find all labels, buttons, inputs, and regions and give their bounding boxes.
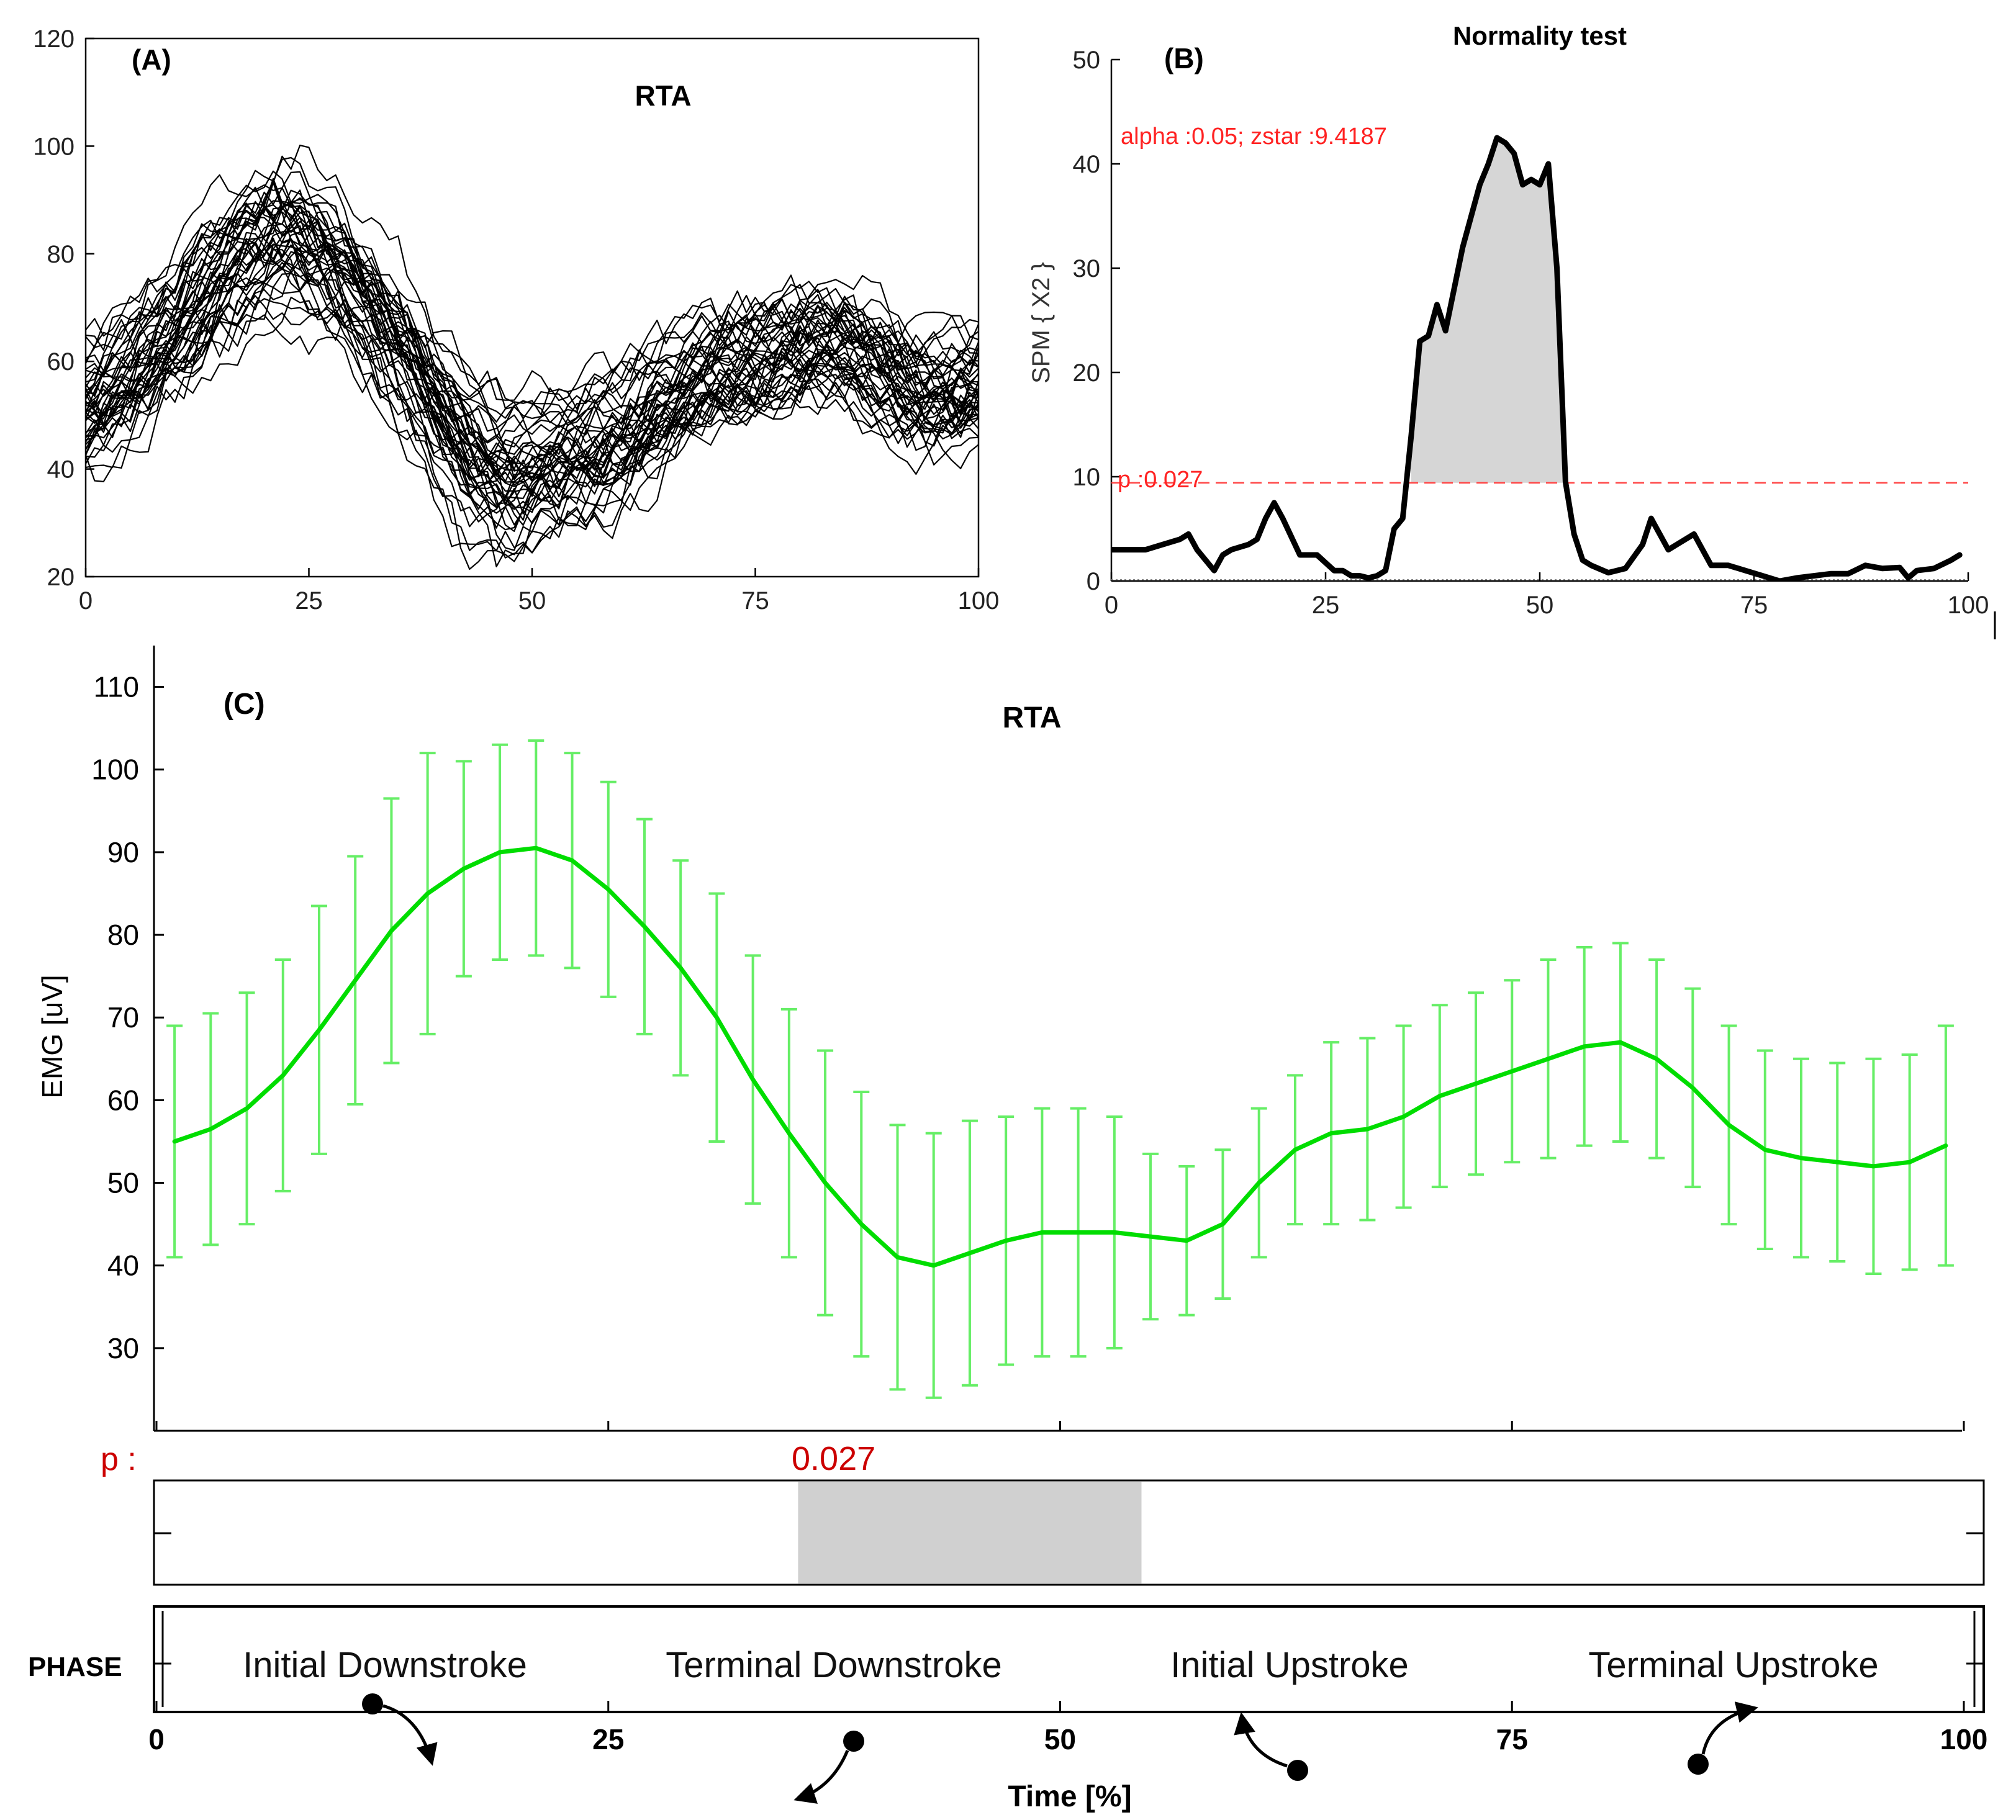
panel-b: 0 25 50 75 100 0 10 20 30 40 50 (B) Normality test… — [1028, 21, 1996, 639]
panel-b-axes: 0 25 50 75 100 0 10 20 30 40 50 — [1073, 47, 1989, 619]
panel-c-y-tick-label: 110 — [94, 671, 139, 703]
panel-a-y-tick-label: 60 — [47, 348, 75, 376]
panel-b-traces — [1111, 135, 1968, 581]
panel-a-title: RTA — [635, 79, 691, 112]
panel-b-x-tick-label: 0 — [1105, 592, 1118, 619]
panel-a-trace — [86, 298, 979, 472]
panel-a-x-tick-label: 25 — [295, 587, 323, 615]
panel-a-trace — [86, 209, 979, 420]
panel-a-trace — [86, 181, 979, 435]
panel-b-x-tick-label: 75 — [1740, 592, 1768, 619]
panel-a-x-tick-label: 100 — [958, 587, 1000, 615]
phase-bar-label: PHASE — [28, 1652, 122, 1682]
panel-a-x-tick-label: 75 — [741, 587, 769, 615]
phase-bar: PHASE Initial Downstroke Terminal Downst… — [28, 1605, 1985, 1804]
panel-c-title: RTA — [1002, 701, 1061, 734]
panel-c-axes: 30 40 50 60 70 80 90 100 110 — [91, 646, 1965, 1432]
panel-a-trace — [86, 170, 979, 526]
panel-c-y-tick-label: 100 — [91, 754, 139, 786]
panel-b-x-tick-label: 100 — [1948, 592, 1989, 619]
time-axis-tick-label: 50 — [1044, 1723, 1076, 1755]
panel-a-trace — [86, 244, 979, 419]
panel-c-y-tick-label: 90 — [107, 836, 139, 868]
panel-c-label: (C) — [224, 688, 265, 721]
panel-c-errorbars — [166, 739, 1954, 1399]
time-axis-label: Time [%] — [1008, 1780, 1131, 1813]
phase-terminal-downstroke: Terminal Downstroke — [666, 1645, 1002, 1685]
pedal-arrow-icon — [1234, 1712, 1308, 1781]
panel-a-trace — [86, 273, 979, 467]
panel-a-y-tick-label: 120 — [33, 25, 75, 53]
pedal-arrow-icon — [362, 1693, 438, 1766]
panel-b-y-tick-label: 50 — [1073, 47, 1101, 74]
phase-terminal-upstroke: Terminal Upstroke — [1588, 1645, 1878, 1685]
panel-a-trace — [86, 197, 979, 508]
panel-b-x-tick-label: 50 — [1526, 592, 1554, 619]
panel-a-trace — [86, 186, 979, 554]
panel-b-y-tick-label: 30 — [1073, 255, 1101, 282]
panel-a: 0 25 50 75 100 20 40 60 80 100 120 (A) RTA — [33, 25, 999, 615]
pedal-arrow-icon — [793, 1731, 864, 1804]
panel-b-ylabel: SPM { X2 } — [1028, 262, 1055, 384]
panel-b-threshold-label: p :0.027 — [1118, 467, 1203, 493]
panel-b-y-tick-label: 20 — [1073, 359, 1101, 387]
panel-b-supra-threshold-region — [1411, 138, 1575, 483]
phase-bar-frame — [153, 1605, 1985, 1713]
panel-a-trace — [86, 171, 979, 448]
panel-a-axes: 0 25 50 75 100 20 40 60 80 100 120 — [33, 25, 999, 615]
panel-a-trace — [86, 169, 979, 570]
panel-b-title: Normality test — [1453, 21, 1627, 50]
time-axis-tick-label: 25 — [592, 1723, 624, 1755]
panel-c-y-tick-label: 80 — [107, 919, 139, 951]
panel-c-mean-line — [172, 845, 1948, 1268]
panel-a-trace — [86, 200, 979, 513]
panel-c-mean — [172, 845, 1948, 1268]
panel-a-x-tick-label: 50 — [518, 587, 546, 615]
panel-c-ylabel: EMG [uV] — [36, 975, 68, 1098]
panel-b-y-tick-label: 0 — [1087, 568, 1100, 595]
panel-b-label: (B) — [1164, 42, 1204, 74]
panel-c-y-tick-label: 40 — [107, 1250, 139, 1282]
pedal-arrow-icon — [1688, 1701, 1758, 1775]
time-axis-tick-label: 0 — [148, 1723, 165, 1755]
panel-b-x-tick-label: 25 — [1312, 592, 1340, 619]
panel-b-spm-curve — [1111, 135, 1963, 581]
panel-a-trace — [86, 219, 979, 559]
panel-c-y-tick-label: 30 — [107, 1332, 139, 1364]
phase-initial-downstroke: Initial Downstroke — [243, 1645, 527, 1685]
panel-a-y-tick-label: 20 — [47, 564, 75, 591]
panel-a-trace — [86, 200, 979, 515]
panel-c: 30 40 50 60 70 80 90 100 110 (C) RTA EMG [uV] — [36, 646, 1965, 1432]
panel-b-y-tick-label: 10 — [1073, 464, 1101, 491]
p-bar-significant-region — [798, 1482, 1142, 1583]
panel-a-label: (A) — [132, 43, 171, 76]
p-bar-value: 0.027 — [792, 1440, 875, 1477]
phase-initial-upstroke: Initial Upstroke — [1170, 1645, 1409, 1685]
panel-a-x-tick-label: 0 — [79, 587, 93, 615]
panel-a-y-tick-label: 100 — [33, 133, 75, 160]
panel-c-y-tick-label: 70 — [107, 1001, 139, 1034]
panel-c-y-tick-label: 60 — [107, 1084, 139, 1116]
panel-a-trace — [86, 296, 979, 487]
panel-b-y-tick-label: 40 — [1073, 151, 1101, 178]
time-axis-tick-label: 75 — [1496, 1723, 1528, 1755]
panel-a-traces — [86, 145, 979, 570]
panel-a-trace — [86, 248, 979, 470]
panel-a-y-tick-label: 40 — [47, 456, 75, 484]
panel-a-y-tick-label: 80 — [47, 241, 75, 268]
p-bar: p : 0.027 — [101, 1440, 1985, 1586]
panel-c-y-tick-label: 50 — [107, 1167, 139, 1199]
time-axis: 0 25 50 75 100 — [148, 1701, 1987, 1755]
time-axis-tick-label: 100 — [1940, 1723, 1988, 1755]
p-bar-label: p : — [101, 1441, 137, 1477]
panel-a-trace — [86, 261, 979, 477]
panel-b-annotation: alpha :0.05; zstar :9.4187 — [1121, 124, 1387, 150]
panel-a-trace — [86, 187, 979, 486]
